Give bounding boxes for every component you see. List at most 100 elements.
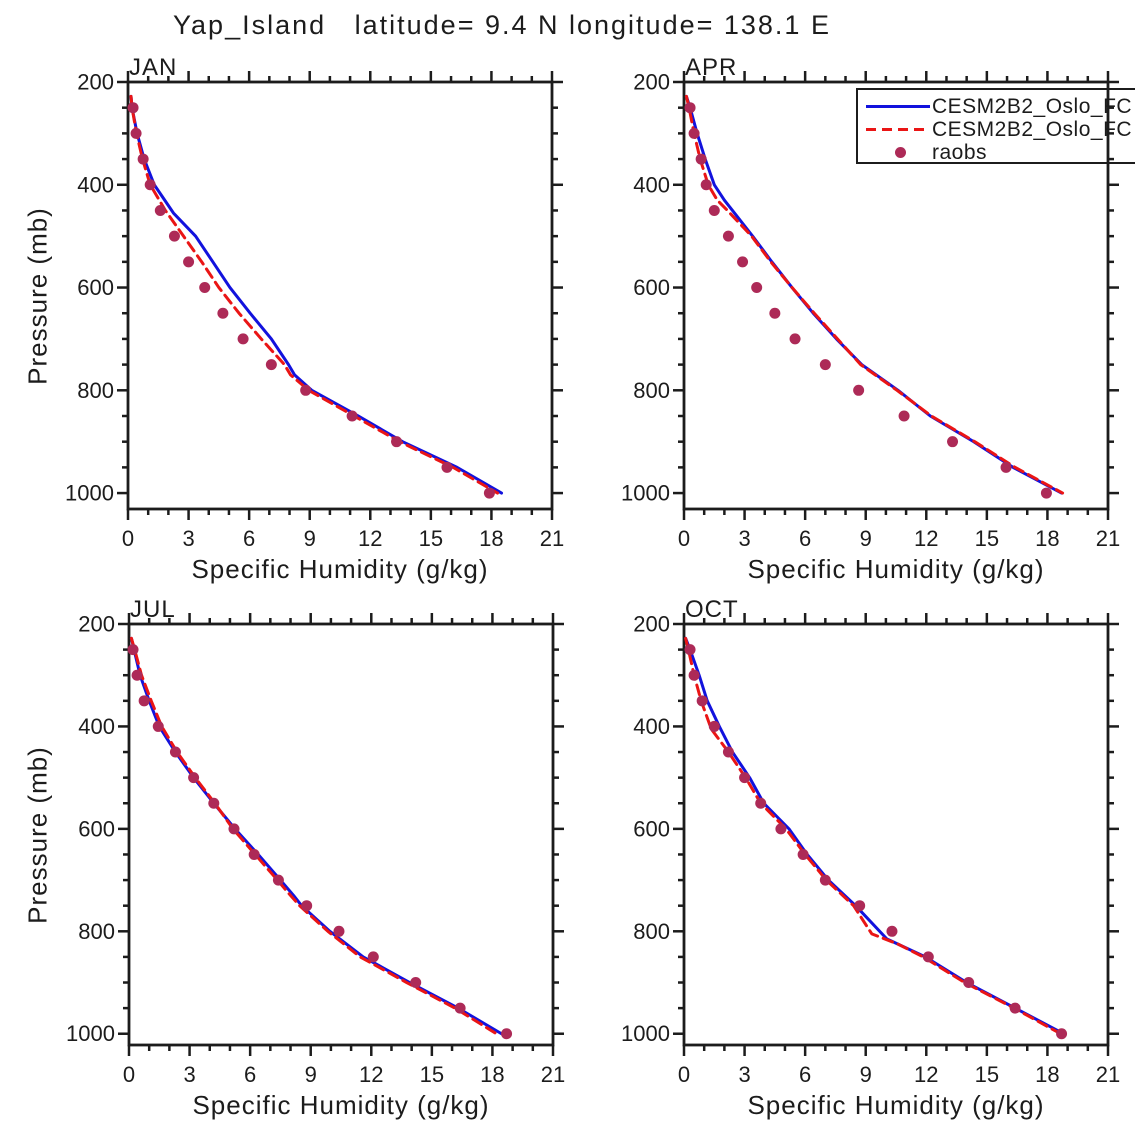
y-tick-label: 800 [78, 919, 115, 944]
raobs-point [708, 720, 720, 732]
legend-label: CESM2B2_Oslo_FC [932, 95, 1133, 118]
raobs-point [751, 282, 763, 294]
solid-line-swatch [866, 105, 930, 108]
plot-panel-jul: 0 3 6 9 12 15 18 21 200 400 600 800 1000 [66, 612, 565, 1088]
raobs-point [130, 127, 142, 139]
y-tick-label: 800 [77, 378, 114, 403]
raobs-point [237, 333, 249, 345]
y-tick-label: 800 [633, 919, 670, 944]
x-tick-label: 0 [123, 1062, 135, 1087]
panel-title-jan: JAN [129, 54, 178, 81]
raobs-point [301, 900, 313, 912]
y-tick-label: 1000 [65, 481, 114, 506]
x-tick-label: 15 [975, 1062, 999, 1087]
y-tick-label: 200 [77, 70, 114, 95]
y-tick-label: 400 [77, 172, 114, 197]
raobs-point [737, 256, 749, 268]
model-solid-line [684, 636, 1066, 1036]
y-tick-label: 1000 [621, 481, 670, 506]
x-tick-label: 12 [359, 1062, 383, 1087]
legend-row-model-dashed: CESM2B2_Oslo_FC [858, 118, 1135, 141]
raobs-point [963, 977, 975, 989]
raobs-point [684, 644, 696, 656]
x-tick-label: 21 [1096, 526, 1120, 551]
raobs-point [700, 179, 712, 191]
raobs-point [684, 102, 696, 114]
y-tick-label: 800 [633, 378, 670, 403]
raobs-point [708, 204, 720, 216]
raobs-point [775, 823, 787, 835]
y-tick-label: 600 [77, 275, 114, 300]
legend-box: CESM2B2_Oslo_FC CESM2B2_Oslo_FC raobs [856, 88, 1135, 164]
plot-panel-oct: 0 3 6 9 12 15 18 21 200 400 600 800 1000 [621, 612, 1120, 1088]
plot-panel-jan: 0 3 6 9 12 15 18 21 200 400 600 800 1000 [65, 70, 564, 552]
x-tick-label: 12 [914, 526, 938, 551]
legend-label: CESM2B2_Oslo_FC [932, 118, 1133, 141]
legend-row-raobs: raobs [858, 141, 1135, 164]
raobs-point [483, 487, 495, 499]
raobs-point [137, 153, 149, 165]
x-tick-label: 9 [304, 526, 316, 551]
raobs-point [1056, 1028, 1068, 1040]
raobs-point [154, 204, 166, 216]
raobs-point [441, 461, 453, 473]
y-tick-label: 600 [78, 816, 115, 841]
x-tick-label: 9 [860, 526, 872, 551]
raobs-point [688, 669, 700, 681]
x-tick-label: 3 [738, 526, 750, 551]
x-tick-label: 0 [678, 526, 690, 551]
y-tick-label: 1000 [66, 1021, 115, 1046]
x-axis-title: Specific Humidity (g/kg) [191, 554, 489, 584]
raobs-point [228, 823, 240, 835]
raobs-point [854, 900, 866, 912]
raobs-point [272, 874, 284, 886]
raobs-point [947, 436, 959, 448]
legend-label: raobs [932, 141, 988, 164]
raobs-point [333, 925, 345, 937]
raobs-point [696, 695, 708, 707]
x-tick-label: 18 [1035, 526, 1059, 551]
x-tick-label: 3 [738, 1062, 750, 1087]
y-axis-title: Pressure (mb) [22, 745, 53, 924]
raobs-point [922, 951, 934, 963]
x-tick-label: 18 [1035, 1062, 1059, 1087]
raobs-point [391, 436, 403, 448]
y-tick-label: 600 [633, 816, 670, 841]
raobs-point [769, 307, 781, 319]
x-tick-label: 21 [1096, 1062, 1120, 1087]
x-tick-label: 12 [914, 1062, 938, 1087]
page-title: Yap_Island latitude= 9.4 N longitude= 13… [173, 10, 831, 40]
raobs-point [300, 384, 312, 396]
raobs-point [722, 746, 734, 758]
x-tick-label: 3 [183, 1062, 195, 1087]
model-dashed-line [129, 636, 498, 1036]
x-tick-label: 0 [678, 1062, 690, 1087]
x-tick-label: 15 [975, 526, 999, 551]
raobs-dot-swatch [895, 147, 906, 158]
x-axis-title: Specific Humidity (g/kg) [192, 1090, 490, 1120]
model-solid-line [129, 94, 504, 495]
raobs-point [1009, 1002, 1021, 1014]
model-dashed-line [129, 94, 499, 495]
x-tick-label: 3 [182, 526, 194, 551]
raobs-point [169, 746, 181, 758]
raobs-point [183, 256, 195, 268]
raobs-point [144, 179, 156, 191]
dashed-line-swatch [866, 128, 930, 131]
plot-frame [126, 80, 554, 511]
raobs-point [797, 848, 809, 860]
raobs-point [217, 307, 229, 319]
model-solid-line [684, 94, 1064, 495]
plot-frame [682, 80, 1110, 511]
y-tick-label: 1000 [621, 1021, 670, 1046]
raobs-point [886, 925, 898, 937]
raobs-point [819, 359, 831, 371]
raobs-point [168, 230, 180, 242]
x-axis-title: Specific Humidity (g/kg) [747, 554, 1045, 584]
raobs-point [1040, 487, 1052, 499]
raobs-point [789, 333, 801, 345]
panel-title-jul: JUL [130, 596, 176, 623]
raobs-point [265, 359, 277, 371]
raobs-point [199, 282, 211, 294]
panel-title-apr: APR [685, 54, 738, 81]
